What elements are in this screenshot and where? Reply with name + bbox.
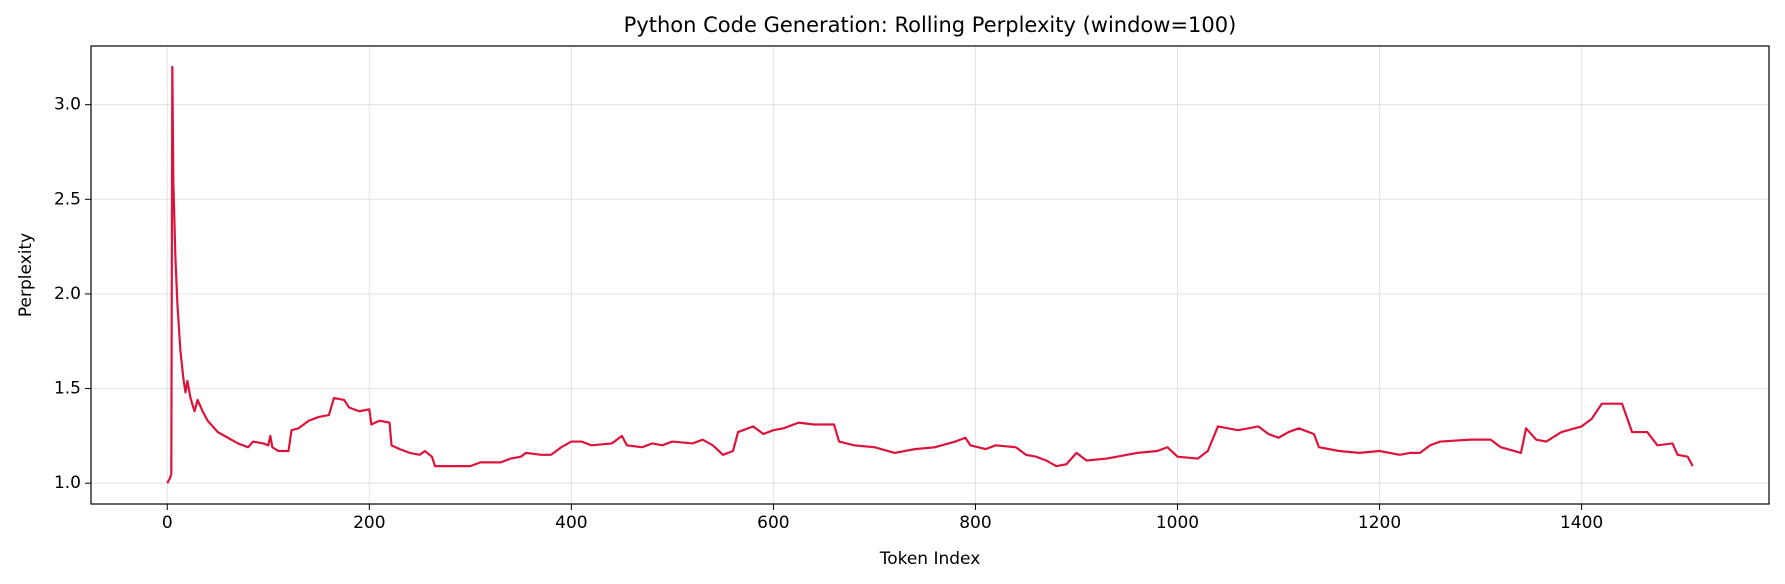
plot-frame xyxy=(90,45,1770,505)
y-tick-label: 3.0 xyxy=(54,95,81,115)
x-tick-label: 800 xyxy=(959,513,991,533)
x-tick-label: 600 xyxy=(757,513,789,533)
data-line xyxy=(166,65,1694,484)
chart-title: Python Code Generation: Rolling Perplexi… xyxy=(624,13,1237,37)
x-tick-label: 200 xyxy=(353,513,385,533)
x-tick-label: 1400 xyxy=(1560,513,1603,533)
x-tick-label: 1000 xyxy=(1156,513,1199,533)
y-axis-label: Perplexity xyxy=(16,233,36,317)
y-tick-label: 1.5 xyxy=(54,379,81,399)
y-tick-label: 2.5 xyxy=(54,189,81,209)
x-tick-label: 0 xyxy=(162,513,173,533)
x-tick-label: 1200 xyxy=(1358,513,1401,533)
y-tick-label: 2.0 xyxy=(54,284,81,304)
y-tick-label: 1.0 xyxy=(54,473,81,493)
x-axis-label: Token Index xyxy=(879,549,981,569)
x-tick-label: 400 xyxy=(555,513,587,533)
